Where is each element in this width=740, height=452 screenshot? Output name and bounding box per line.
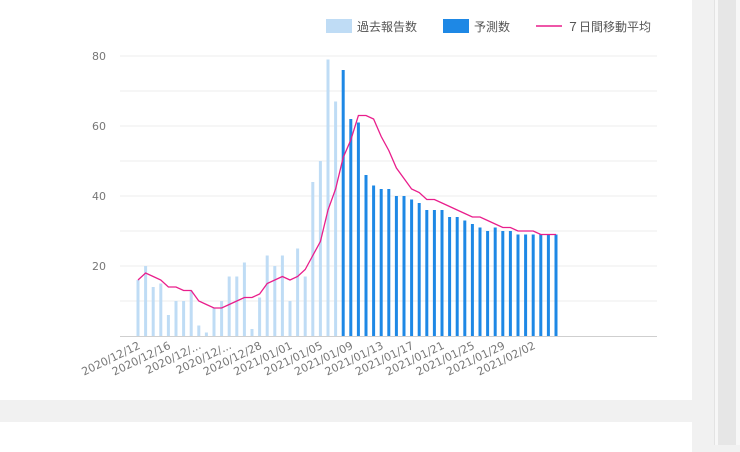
bar-past[interactable] xyxy=(326,59,330,337)
bar-forecast[interactable] xyxy=(508,231,512,336)
legend-swatch-past xyxy=(326,19,352,33)
bar-forecast[interactable] xyxy=(486,231,490,336)
bar-forecast[interactable] xyxy=(440,210,444,336)
bar-past[interactable] xyxy=(182,301,186,336)
bar-past[interactable] xyxy=(242,262,246,337)
moving-average-series xyxy=(137,114,556,309)
bar-forecast[interactable] xyxy=(425,210,429,336)
bar-past[interactable] xyxy=(174,301,178,336)
bar-forecast[interactable] xyxy=(546,234,550,337)
bar-forecast[interactable] xyxy=(394,196,398,336)
bar-past[interactable] xyxy=(235,276,239,337)
bar-past[interactable] xyxy=(318,161,322,336)
legend-label-moving-average: ７日間移動平均 xyxy=(567,20,651,34)
bar-forecast[interactable] xyxy=(349,119,353,336)
bar-past[interactable] xyxy=(303,276,307,337)
bar-forecast[interactable] xyxy=(501,231,505,336)
bar-past[interactable] xyxy=(189,290,193,337)
bar-forecast[interactable] xyxy=(341,70,345,336)
bar-forecast[interactable] xyxy=(432,210,436,336)
bar-forecast[interactable] xyxy=(356,122,360,337)
bar-forecast[interactable] xyxy=(470,224,474,336)
bar-past[interactable] xyxy=(212,308,216,336)
x-axis: 2020/12/122020/12/162020/12/...2020/12/.… xyxy=(80,336,657,378)
bar-forecast[interactable] xyxy=(387,189,391,336)
bar-past[interactable] xyxy=(197,325,201,337)
bar-past[interactable] xyxy=(258,297,262,337)
legend-swatch-forecast xyxy=(443,19,469,33)
y-tick-label: 60 xyxy=(92,120,106,133)
bar-forecast[interactable] xyxy=(478,227,482,337)
legend-label-past: 過去報告数 xyxy=(357,19,417,34)
bar-past[interactable] xyxy=(280,255,284,337)
bar-past[interactable] xyxy=(151,287,155,336)
y-tick-label: 20 xyxy=(92,260,106,273)
legend-label-forecast: 予測数 xyxy=(474,19,510,34)
bar-forecast[interactable] xyxy=(417,203,421,336)
bar-past[interactable] xyxy=(250,329,254,336)
bar-forecast[interactable] xyxy=(554,234,558,337)
bar-past[interactable] xyxy=(334,101,338,337)
bar-forecast[interactable] xyxy=(516,234,520,337)
bar-forecast[interactable] xyxy=(539,234,543,337)
bar-forecast[interactable] xyxy=(372,185,376,337)
chart-card xyxy=(0,0,692,400)
bar-past[interactable] xyxy=(273,266,277,336)
bar-past[interactable] xyxy=(159,283,163,337)
bar-forecast[interactable] xyxy=(364,175,368,336)
bar-past[interactable] xyxy=(288,301,292,336)
bar-past[interactable] xyxy=(220,301,224,336)
bar-past[interactable] xyxy=(227,276,231,337)
bar-past[interactable] xyxy=(144,266,148,336)
bar-forecast[interactable] xyxy=(463,220,467,337)
bar-forecast[interactable] xyxy=(402,196,406,336)
y-tick-label: 40 xyxy=(92,190,106,203)
bar-forecast[interactable] xyxy=(410,199,414,337)
legend[interactable]: 過去報告数 予測数 ７日間移動平均 xyxy=(326,19,651,34)
bar-past[interactable] xyxy=(204,332,208,337)
bar-series xyxy=(136,59,558,337)
scrollbar-thumb[interactable] xyxy=(718,0,736,445)
bar-past[interactable] xyxy=(136,280,140,336)
bar-forecast[interactable] xyxy=(493,227,497,337)
bar-forecast[interactable] xyxy=(379,189,383,336)
moving-average-line[interactable] xyxy=(137,114,556,309)
y-axis: 20 40 60 80 xyxy=(92,50,106,273)
y-tick-label: 80 xyxy=(92,50,106,63)
bar-past[interactable] xyxy=(265,255,269,337)
bar-forecast[interactable] xyxy=(524,234,528,337)
bar-forecast[interactable] xyxy=(448,217,452,336)
bar-past[interactable] xyxy=(166,315,170,336)
bar-past[interactable] xyxy=(311,182,315,336)
bar-forecast[interactable] xyxy=(455,217,459,336)
bar-forecast[interactable] xyxy=(531,234,535,337)
bar-past[interactable] xyxy=(296,248,300,337)
